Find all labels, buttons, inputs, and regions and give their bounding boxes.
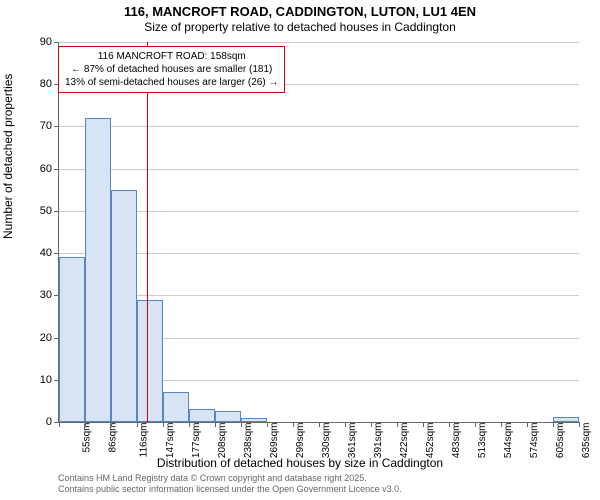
- xtick-mark: [241, 422, 242, 427]
- ytick-label: 40: [0, 247, 52, 259]
- xtick-label: 238sqm: [243, 423, 254, 459]
- ytick-mark: [54, 211, 59, 212]
- xtick-mark: [371, 422, 372, 427]
- xtick-label: 483sqm: [451, 423, 462, 459]
- xtick-label: 269sqm: [269, 423, 280, 459]
- ytick-label: 90: [0, 36, 52, 48]
- x-axis-label: Distribution of detached houses by size …: [0, 456, 600, 470]
- ytick-label: 10: [0, 374, 52, 386]
- xtick-label: 116sqm: [138, 423, 149, 458]
- gridline-h: [59, 211, 579, 212]
- xtick-label: 361sqm: [347, 423, 358, 459]
- footer-attribution: Contains HM Land Registry data © Crown c…: [58, 473, 402, 496]
- histogram-bar: [189, 409, 215, 422]
- histogram-bar: [59, 257, 85, 422]
- xtick-mark: [527, 422, 528, 427]
- histogram-bar: [241, 418, 267, 422]
- footer-line-2: Contains public sector information licen…: [58, 484, 402, 496]
- histogram-bar: [111, 190, 137, 422]
- histogram-bar: [215, 411, 241, 422]
- xtick-label: 574sqm: [529, 423, 540, 459]
- footer-line-1: Contains HM Land Registry data © Crown c…: [58, 473, 402, 485]
- xtick-label: 513sqm: [477, 423, 488, 459]
- gridline-h: [59, 42, 579, 43]
- ytick-label: 50: [0, 205, 52, 217]
- xtick-label: 330sqm: [321, 423, 332, 459]
- xtick-mark: [267, 422, 268, 427]
- xtick-mark: [137, 422, 138, 427]
- ytick-mark: [54, 126, 59, 127]
- xtick-mark: [59, 422, 60, 427]
- ytick-label: 0: [0, 416, 52, 428]
- xtick-label: 452sqm: [425, 423, 436, 459]
- gridline-h: [59, 126, 579, 127]
- annotation-line-3: 13% of semi-detached houses are larger (…: [65, 76, 278, 89]
- marker-line: [147, 42, 149, 422]
- xtick-mark: [111, 422, 112, 427]
- ytick-label: 70: [0, 120, 52, 132]
- xtick-mark: [397, 422, 398, 427]
- xtick-mark: [579, 422, 580, 427]
- histogram-bar: [85, 118, 111, 422]
- xtick-label: 635sqm: [581, 423, 592, 459]
- xtick-label: 391sqm: [373, 423, 384, 459]
- chart-plot-area: 55sqm86sqm116sqm147sqm177sqm208sqm238sqm…: [58, 42, 579, 423]
- ytick-label: 80: [0, 78, 52, 90]
- xtick-label: 544sqm: [503, 423, 514, 459]
- annotation-box: 116 MANCROFT ROAD: 158sqm← 87% of detach…: [58, 46, 285, 93]
- xtick-mark: [215, 422, 216, 427]
- gridline-h: [59, 295, 579, 296]
- xtick-mark: [319, 422, 320, 427]
- xtick-mark: [449, 422, 450, 427]
- histogram-bar: [137, 300, 163, 422]
- ytick-label: 20: [0, 332, 52, 344]
- xtick-label: 299sqm: [295, 423, 306, 459]
- gridline-h: [59, 253, 579, 254]
- ytick-mark: [54, 253, 59, 254]
- ytick-label: 60: [0, 163, 52, 175]
- title-sub: Size of property relative to detached ho…: [0, 20, 600, 34]
- xtick-label: 147sqm: [165, 423, 176, 459]
- ytick-mark: [54, 42, 59, 43]
- annotation-line-2: ← 87% of detached houses are smaller (18…: [65, 63, 278, 76]
- histogram-bar: [553, 417, 579, 422]
- ytick-label: 30: [0, 289, 52, 301]
- xtick-label: 177sqm: [191, 423, 202, 459]
- title-main: 116, MANCROFT ROAD, CADDINGTON, LUTON, L…: [0, 4, 600, 19]
- xtick-label: 86sqm: [108, 423, 119, 453]
- gridline-h: [59, 169, 579, 170]
- xtick-mark: [553, 422, 554, 427]
- xtick-mark: [85, 422, 86, 427]
- xtick-mark: [475, 422, 476, 427]
- xtick-mark: [163, 422, 164, 427]
- annotation-line-1: 116 MANCROFT ROAD: 158sqm: [65, 50, 278, 63]
- xtick-mark: [501, 422, 502, 427]
- xtick-label: 55sqm: [82, 423, 93, 453]
- xtick-label: 605sqm: [555, 423, 566, 459]
- histogram-bar: [163, 392, 189, 422]
- xtick-label: 208sqm: [217, 423, 228, 459]
- xtick-mark: [293, 422, 294, 427]
- ytick-mark: [54, 169, 59, 170]
- xtick-label: 422sqm: [399, 423, 410, 459]
- xtick-mark: [345, 422, 346, 427]
- xtick-mark: [423, 422, 424, 427]
- xtick-mark: [189, 422, 190, 427]
